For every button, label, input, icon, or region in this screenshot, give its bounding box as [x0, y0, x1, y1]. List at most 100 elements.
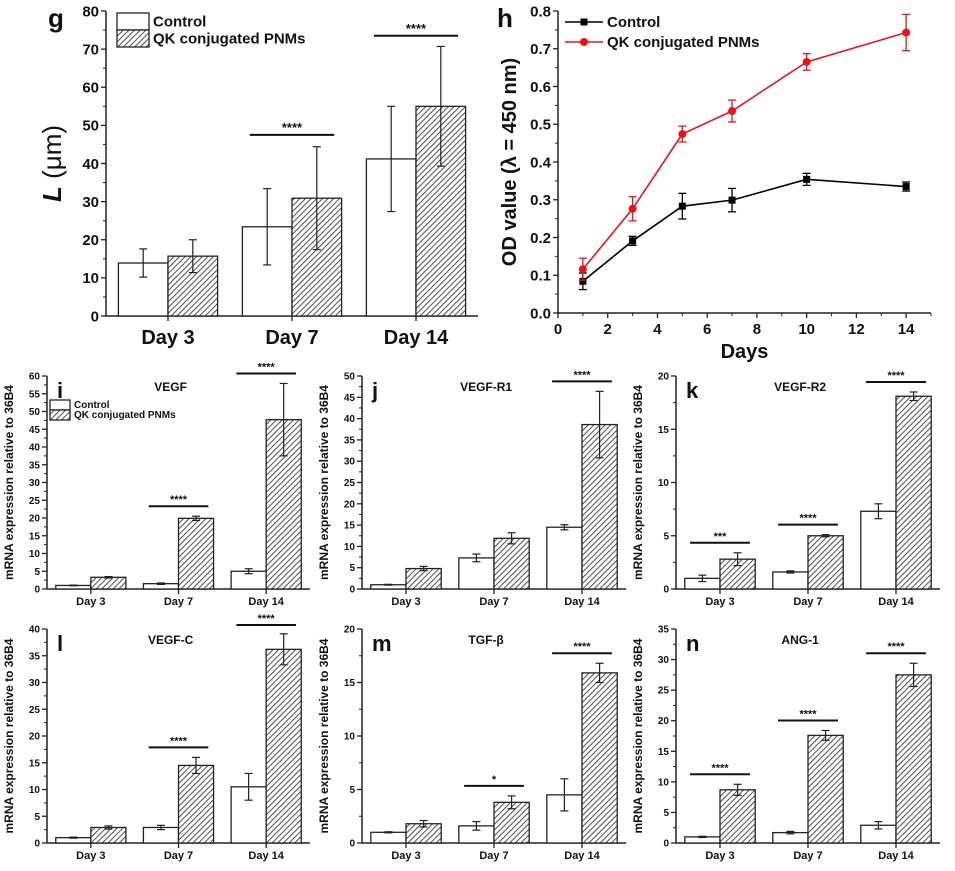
panel-label: m: [372, 631, 392, 656]
y-tick-label: 0: [34, 585, 40, 596]
y-tick-label: 0: [34, 839, 40, 850]
bar-qk: [493, 537, 530, 590]
chart-title: VEGF-R2: [774, 380, 826, 394]
y-tick-label: 40: [29, 443, 41, 454]
x-tick-label: Day 3: [76, 596, 105, 608]
x-tick-label: Day 7: [793, 596, 822, 608]
x-tick-label: 4: [653, 321, 662, 338]
bar-control: [860, 510, 897, 590]
y-axis-label: mRNA expression relative to 36B4: [631, 638, 645, 833]
x-tick-label: 8: [753, 321, 761, 338]
bar-qk: [177, 517, 215, 590]
significance-label: ****: [573, 369, 591, 381]
marker-qk: [628, 204, 637, 213]
x-tick-label: Day 7: [164, 596, 193, 608]
y-tick-label: 15: [658, 425, 670, 436]
x-tick-label: Day 7: [479, 850, 508, 862]
y-tick-label: 35: [658, 625, 670, 636]
panel-label: h: [497, 3, 513, 33]
y-tick-label: 5: [349, 785, 355, 796]
panel-n: 0 5 10 15 20 25 30 35 mRNA expression relative t…: [631, 625, 940, 862]
x-tick-label: Day 7: [793, 850, 822, 862]
y-tick-label: 5: [663, 808, 669, 819]
bar-control: [241, 226, 293, 317]
chart-title: VEGF-C: [148, 633, 194, 647]
line-qk: [582, 31, 907, 270]
y-tick-label: 30: [29, 678, 41, 689]
y-tick-label: 30: [82, 194, 99, 211]
y-tick-label: 0: [663, 585, 669, 596]
y-tick-label: 25: [658, 686, 670, 697]
y-axis-label: mRNA expression relative to 36B4: [317, 638, 331, 833]
y-tick-label: 20: [29, 514, 41, 525]
y-tick-label: 35: [344, 435, 356, 446]
x-tick-label: Day 7: [164, 850, 193, 862]
y-tick-label: 5: [34, 567, 40, 578]
y-tick-label: 0.0: [530, 305, 551, 322]
y-tick-label: 0.3: [530, 192, 551, 209]
bar-qk: [265, 648, 302, 844]
bar-qk: [405, 567, 442, 590]
bar-control: [458, 557, 495, 590]
y-axis-label: L (μm): [37, 125, 67, 202]
x-tick-label: 6: [703, 321, 711, 338]
y-tick-label: 0: [349, 585, 355, 596]
legend-swatch-qk: [49, 409, 71, 421]
y-tick-label: 50: [82, 118, 99, 135]
x-tick-label: 14: [898, 321, 915, 338]
bar-qk: [807, 734, 844, 844]
y-tick-label: 10: [658, 777, 670, 788]
y-tick-label: 15: [344, 521, 356, 532]
y-tick-label: 20: [658, 716, 670, 727]
significance-label: ****: [258, 613, 276, 625]
bar-control: [370, 831, 407, 844]
x-tick-label: 2: [604, 321, 612, 338]
y-tick-label: 15: [658, 747, 670, 758]
x-tick-label: Day 3: [141, 327, 194, 349]
legend-marker-control: [580, 18, 588, 26]
y-tick-label: 25: [29, 705, 41, 716]
y-tick-label: 30: [344, 457, 356, 468]
bar-qk: [895, 674, 932, 844]
x-tick-label: 12: [848, 321, 865, 338]
y-axis-label-unit: (μm): [37, 125, 67, 186]
y-tick-label: 20: [344, 499, 356, 510]
legend-label: Control: [607, 14, 660, 31]
y-tick-label: 0: [349, 839, 355, 850]
y-tick-label: 0.2: [530, 230, 551, 247]
marker-control: [579, 277, 587, 285]
panel-label: g: [48, 3, 64, 33]
x-tick-label: Day 14: [248, 596, 284, 608]
x-tick-label: Day 7: [479, 596, 508, 608]
y-axis-label: mRNA expression relative to 36B4: [317, 385, 331, 580]
legend-swatch-control: [49, 399, 71, 411]
legend-swatch-qk: [116, 29, 150, 48]
x-tick-label: Day 3: [76, 850, 105, 862]
x-tick-label: Day 3: [391, 850, 420, 862]
x-tick-label: Day 3: [705, 596, 734, 608]
y-tick-label: 10: [344, 732, 356, 743]
y-tick-label: 5: [34, 812, 40, 823]
bar-qk: [719, 789, 756, 844]
y-axis-label: mRNA expression relative to 36B4: [2, 638, 16, 833]
chart-title: ANG-1: [781, 633, 819, 647]
y-axis-label: OD value (λ = 450 nm): [499, 58, 521, 266]
y-tick-label: 45: [29, 425, 41, 436]
chart-title: TGF-β: [468, 633, 503, 647]
significance-label: ****: [711, 762, 729, 774]
y-tick-label: 10: [29, 785, 41, 796]
y-tick-label: 55: [29, 389, 41, 400]
significance-label: ****: [170, 735, 188, 747]
y-tick-label: 0.4: [530, 154, 552, 171]
panel-g: 0 10 20 30 40 50 60 70 80 L (μm) g Day 3 Day 7 **** Da…: [37, 3, 478, 349]
x-tick-label: Day 14: [878, 850, 914, 862]
y-tick-label: 5: [349, 563, 355, 574]
x-tick-label: Day 14: [248, 850, 284, 862]
panel-j: 0 5 10 15 20 25 30 35 40 45 50 mRNA expression rela…: [317, 369, 626, 608]
panel-m: 0 5 10 15 20 mRNA expression relative to 36B4…: [317, 625, 626, 862]
legend-label: Control: [74, 400, 110, 411]
y-tick-label: 5: [663, 531, 669, 542]
legend-swatch-control: [116, 12, 150, 31]
y-tick-label: 30: [29, 478, 41, 489]
bar-control: [772, 571, 809, 590]
